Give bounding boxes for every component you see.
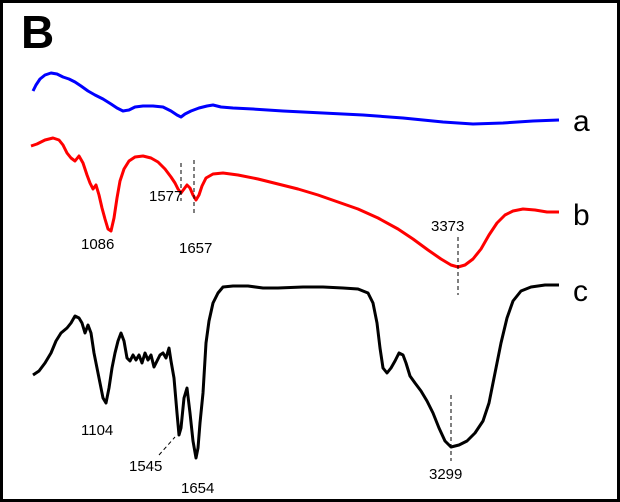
series-label-b: b [573, 199, 590, 232]
panel-label: B [21, 6, 55, 58]
peak-label-1104: 1104 [81, 422, 113, 439]
series-b-line [30, 136, 559, 269]
peak-label-1577: 1577 [149, 188, 182, 205]
peak-label-1654: 1654 [181, 480, 214, 497]
series-label-c: c [573, 275, 588, 308]
series-a-line [31, 71, 560, 126]
series-c-line [32, 283, 559, 460]
peak-guide-1545 [158, 436, 176, 456]
peak-label-3373: 3373 [431, 218, 464, 235]
spectra-chart: 1086 1577 1657 3373 1104 1545 1654 3299 a b c [30, 71, 590, 497]
chart-panel: B 1086 1577 1657 3373 1104 1545 1654 3299 a b c [3, 3, 617, 499]
peak-label-1657: 1657 [179, 240, 212, 257]
peak-annotations: 1086 1577 1657 3373 1104 1545 1654 3299 [81, 160, 464, 497]
peak-label-1086: 1086 [81, 236, 114, 253]
peak-label-3299: 3299 [429, 466, 462, 483]
peak-label-1545: 1545 [129, 458, 162, 475]
series-labels: a b c [573, 105, 590, 308]
series-label-a: a [573, 105, 590, 138]
